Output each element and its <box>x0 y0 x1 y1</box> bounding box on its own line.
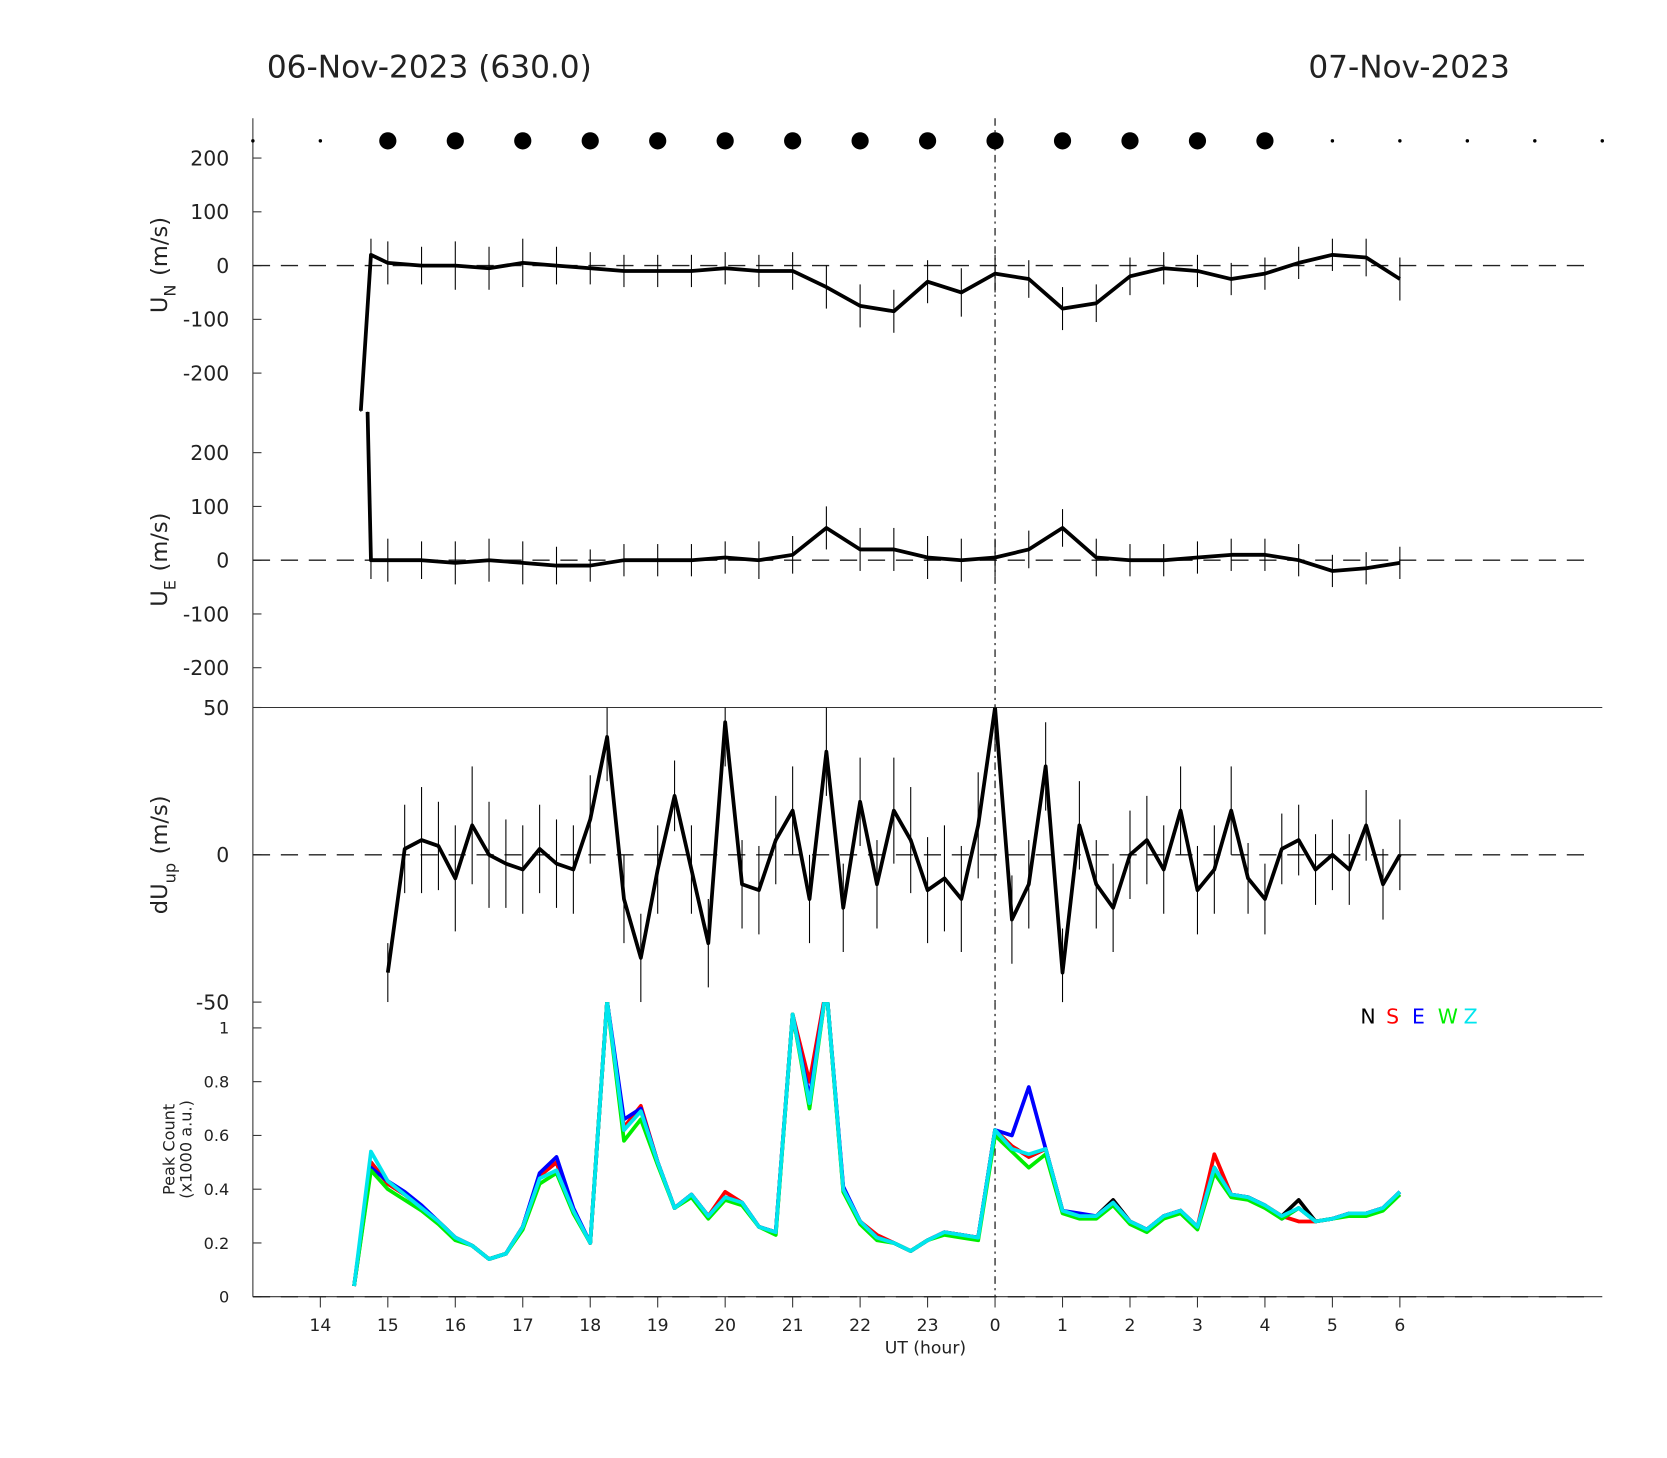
y-axis-label: dUup (m/s) <box>147 795 180 914</box>
sky-marker <box>1121 132 1139 150</box>
y-tick-label: 0 <box>216 254 229 278</box>
series-line <box>365 411 1401 573</box>
y-tick-label: 0.2 <box>204 1234 230 1253</box>
y-label-unit: (m/s) <box>147 217 173 276</box>
sky-marker <box>716 132 734 150</box>
y-label-sub: up <box>160 863 179 883</box>
x-tick-label: 15 <box>377 1316 399 1336</box>
sky-marker <box>1188 132 1207 150</box>
y-tick-label: 100 <box>190 495 229 519</box>
y-axis-label: Peak Count <box>159 1104 178 1195</box>
x-tick-label: 3 <box>1192 1316 1203 1336</box>
sky-marker <box>514 132 532 150</box>
y-tick-label: 50 <box>203 696 229 720</box>
sky-marker <box>1465 139 1470 143</box>
y-tick-label: 0 <box>219 1288 229 1307</box>
sky-marker <box>446 132 464 150</box>
sky-marker <box>918 132 937 150</box>
legend-entry: S <box>1386 1005 1399 1029</box>
x-tick-label: 21 <box>782 1316 804 1336</box>
y-label-sub: N <box>160 285 179 297</box>
plot-area <box>352 1002 1402 1287</box>
x-tick-label: 18 <box>579 1316 601 1336</box>
plot-area <box>358 238 1401 412</box>
x-tick-label: 14 <box>309 1316 331 1336</box>
series-line <box>352 1002 1402 1287</box>
y-tick-label: -200 <box>183 656 229 680</box>
sky-marker <box>851 132 869 150</box>
x-tick-label: 16 <box>444 1316 466 1336</box>
series-line <box>358 252 1401 411</box>
x-tick-label: 20 <box>714 1316 736 1336</box>
plot-area <box>365 411 1401 588</box>
sky-marker <box>986 132 1004 150</box>
y-tick-label: 0 <box>216 843 229 867</box>
x-tick-label: 0 <box>990 1316 1001 1336</box>
y-tick-label: 0.4 <box>204 1180 230 1199</box>
sky-marker <box>1053 132 1072 150</box>
y-tick-label: 200 <box>190 146 229 170</box>
sky-marker <box>251 139 255 143</box>
sky-marker <box>784 132 802 150</box>
y-tick-label: -200 <box>183 361 229 385</box>
y-tick-label: 0 <box>216 549 229 573</box>
legend-entry: W <box>1438 1005 1458 1029</box>
sky-marker <box>1256 132 1274 150</box>
y-tick-label: 0.8 <box>204 1072 230 1091</box>
sky-marker <box>318 139 323 143</box>
x-tick-label: 5 <box>1327 1316 1338 1336</box>
sky-marker <box>1533 139 1537 143</box>
sky-marker <box>1330 139 1335 143</box>
x-tick-label: 19 <box>647 1316 669 1336</box>
x-tick-label: 17 <box>512 1316 534 1336</box>
sky-marker <box>649 132 667 150</box>
series-line <box>352 1002 1402 1287</box>
x-tick-label: 2 <box>1125 1316 1136 1336</box>
y-tick-label: 1 <box>219 1019 229 1038</box>
y-label-unit: (m/s) <box>147 795 173 854</box>
y-tick-label: -100 <box>183 602 229 626</box>
y-label-main: U <box>147 297 173 314</box>
plot-area <box>385 707 1402 1003</box>
x-tick-label: 23 <box>917 1316 939 1336</box>
y-label-sub: E <box>160 580 179 590</box>
y-label-main: U <box>147 590 173 607</box>
y-axis-label: UN (m/s) <box>147 217 180 313</box>
y-tick-label: -50 <box>196 990 229 1014</box>
sky-marker <box>379 132 397 150</box>
y-tick-label: -100 <box>183 308 229 332</box>
y-axis-label: (x1000 a.u.) <box>177 1100 196 1199</box>
x-tick-label: 22 <box>849 1316 871 1336</box>
x-axis-label: UT (hour) <box>885 1339 966 1359</box>
legend-entry: N <box>1360 1005 1375 1029</box>
y-label-main: dU <box>147 883 173 914</box>
legend-entry: Z <box>1464 1005 1478 1029</box>
y-tick-label: 100 <box>190 200 229 224</box>
x-tick-label: 4 <box>1259 1316 1270 1336</box>
sky-marker <box>581 132 599 150</box>
x-tick-label: 6 <box>1394 1316 1405 1336</box>
legend-entry: E <box>1412 1005 1425 1029</box>
left-title: 06-Nov-2023 (630.0) <box>267 49 592 85</box>
y-label-unit: (m/s) <box>147 513 173 572</box>
y-tick-label: 200 <box>190 441 229 465</box>
sky-marker <box>1600 139 1605 143</box>
x-tick-label: 1 <box>1057 1316 1068 1336</box>
y-tick-label: 0.6 <box>204 1126 230 1145</box>
y-axis-label: UE (m/s) <box>147 513 180 607</box>
sky-marker <box>1398 139 1402 143</box>
right-title: 07-Nov-2023 <box>1308 49 1510 85</box>
series-line <box>385 707 1402 975</box>
